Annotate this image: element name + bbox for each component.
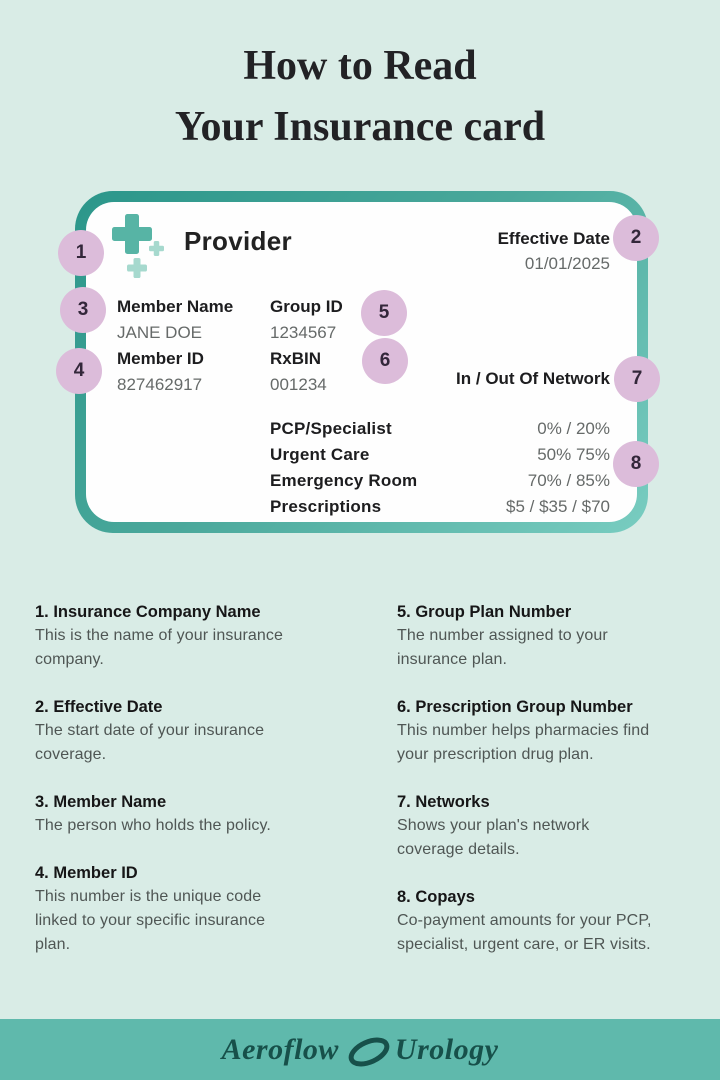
callout-circle-2: 2 — [613, 215, 659, 261]
legend-heading: 1. Insurance Company Name — [35, 603, 261, 621]
legend-item-7: 7. Networks Shows your plan's network co… — [397, 790, 697, 862]
legend-heading: 5. Group Plan Number — [397, 603, 572, 621]
copay-value: 0% / 20% — [537, 419, 610, 438]
brand-urology: Urology — [394, 1032, 499, 1066]
copay-row-prescriptions: Prescriptions $5 / $35 / $70 — [270, 494, 610, 520]
medical-cross-icon — [112, 214, 164, 278]
legend-item-6: 6. Prescription Group Number This number… — [397, 695, 697, 767]
legend-body: The number assigned to your insurance pl… — [397, 627, 608, 668]
network-label: In / Out Of Network — [456, 369, 610, 388]
copay-value: $5 / $35 / $70 — [506, 497, 610, 516]
member-name-label: Member Name — [117, 297, 234, 316]
rxbin-value: 001234 — [270, 375, 327, 394]
copay-value: 50% 75% — [537, 445, 610, 464]
legend-body: Co-payment amounts for your PCP, special… — [397, 912, 652, 953]
legend-item-1: 1. Insurance Company Name This is the na… — [35, 600, 335, 672]
legend-heading: 3. Member Name — [35, 793, 167, 811]
copay-label: Prescriptions — [270, 497, 382, 516]
footer-brand-band: Aeroflow Urology — [0, 1019, 720, 1080]
effective-date-block: Effective Date 01/01/2025 — [498, 226, 610, 276]
provider-name: Provider — [184, 226, 292, 256]
legend-item-3: 3. Member Name The person who holds the … — [35, 790, 335, 838]
legend-heading: 6. Prescription Group Number — [397, 698, 633, 716]
effective-date-label: Effective Date — [497, 229, 610, 248]
callout-circle-8: 8 — [613, 441, 659, 487]
copay-label: Emergency Room — [270, 471, 418, 490]
callout-circle-5: 5 — [361, 290, 407, 336]
legend-heading: 8. Copays — [397, 888, 475, 906]
legend-column-left: 1. Insurance Company Name This is the na… — [35, 600, 335, 980]
page-title: How to Read Your Insurance card — [0, 36, 720, 158]
callout-circle-3: 3 — [60, 287, 106, 333]
legend-item-8: 8. Copays Co-payment amounts for your PC… — [397, 885, 697, 957]
legend-body: This number helps pharmacies find your p… — [397, 722, 650, 763]
copay-row-emergency-room: Emergency Room 70% / 85% — [270, 468, 610, 494]
group-id-value: 1234567 — [270, 323, 337, 342]
member-id-value: 827462917 — [117, 375, 203, 394]
legend-body: This is the name of your insurance compa… — [35, 627, 283, 668]
legend-body: Shows your plan's network coverage detai… — [397, 817, 590, 858]
insurance-card-face: Provider Effective Date 01/01/2025 Membe… — [86, 202, 637, 522]
copay-table: PCP/Specialist 0% / 20% Urgent Care 50% … — [270, 416, 610, 520]
legend-body: The person who holds the policy. — [35, 817, 271, 834]
callout-circle-7: 7 — [614, 356, 660, 402]
copay-label: Urgent Care — [270, 445, 370, 464]
rxbin-label: RxBIN — [270, 349, 322, 368]
legend-heading: 4. Member ID — [35, 864, 138, 882]
page-title-line2: Your Insurance card — [174, 104, 546, 150]
callout-circle-4: 4 — [56, 348, 102, 394]
aeroflow-swoosh-icon — [348, 1037, 390, 1066]
member-id-label: Member ID — [117, 349, 204, 368]
copay-label: PCP/Specialist — [270, 419, 392, 438]
legend-item-5: 5. Group Plan Number The number assigned… — [397, 600, 697, 672]
brand-aeroflow: Aeroflow — [221, 1032, 339, 1066]
legend-item-2: 2. Effective Date The start date of your… — [35, 695, 335, 767]
legend-column-right: 5. Group Plan Number The number assigned… — [397, 600, 697, 980]
member-name-value: JANE DOE — [117, 323, 203, 342]
effective-date-value: 01/01/2025 — [524, 254, 610, 273]
legend-heading: 2. Effective Date — [35, 698, 163, 716]
page-title-line1: How to Read — [243, 43, 477, 89]
legend-heading: 7. Networks — [397, 793, 490, 811]
copay-row-pcp: PCP/Specialist 0% / 20% — [270, 416, 610, 442]
copay-value: 70% / 85% — [527, 471, 610, 490]
member-info-grid: Member Name Group ID JANE DOE 1234567 Me… — [117, 294, 343, 398]
callout-circle-6: 6 — [362, 338, 408, 384]
legend-body: The start date of your insurance coverag… — [35, 722, 265, 763]
group-id-label: Group ID — [270, 297, 343, 316]
copay-row-urgent-care: Urgent Care 50% 75% — [270, 442, 610, 468]
insurance-card: Provider Effective Date 01/01/2025 Membe… — [75, 191, 648, 533]
callout-circle-1: 1 — [58, 230, 104, 276]
legend-body: This number is the unique code linked to… — [35, 888, 266, 953]
legend-item-4: 4. Member ID This number is the unique c… — [35, 861, 335, 957]
